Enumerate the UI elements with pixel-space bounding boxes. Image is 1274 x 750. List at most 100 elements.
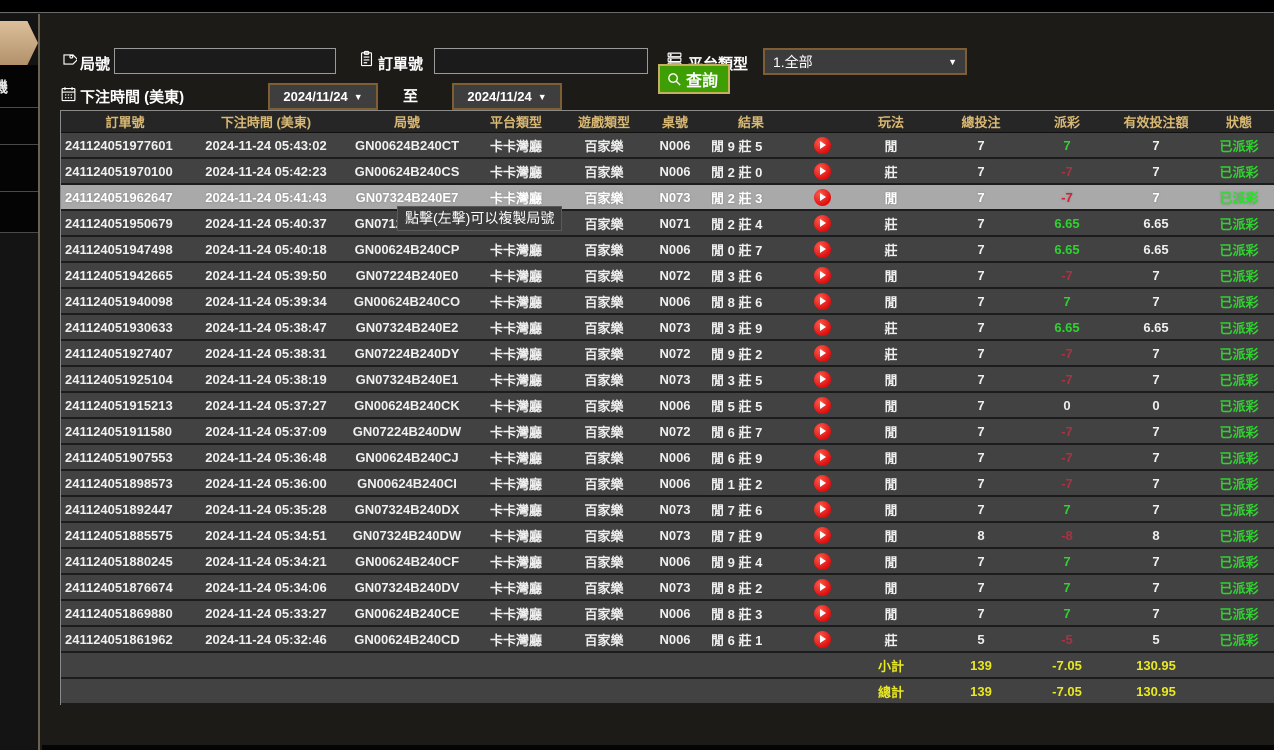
play-button[interactable] [813,370,831,388]
table-row[interactable]: 241124051898573 2024-11-24 05:36:00 GN00… [61,471,1274,497]
game-no-input[interactable] [114,48,336,74]
table-row[interactable]: 241124051861962 2024-11-24 05:32:46 GN00… [61,627,1274,653]
cell-game-no[interactable]: GN00624B240CT [343,133,471,159]
chevron-down-icon: ▼ [537,91,547,102]
cell-total-bet: 8 [937,523,1025,549]
table-row[interactable]: 241124051892447 2024-11-24 05:35:28 GN07… [61,497,1274,523]
table-row[interactable]: 241124051907553 2024-11-24 05:36:48 GN00… [61,445,1274,471]
cell-game-no[interactable]: GN00624B240CF [343,549,471,575]
platform-type-select[interactable]: 1.全部 ▼ [763,48,967,75]
table-row[interactable]: 241124051977601 2024-11-24 05:43:02 GN00… [61,133,1274,159]
clipboard-icon [358,50,375,67]
table-row[interactable]: 241124051970100 2024-11-24 05:42:23 GN00… [61,159,1274,185]
cell-game-no[interactable]: GN00624B240CO [343,289,471,315]
play-button[interactable] [813,266,831,284]
cell-status: 已派彩 [1203,159,1274,185]
table-row[interactable]: 241124051942665 2024-11-24 05:39:50 GN07… [61,263,1274,289]
cell-game-no[interactable]: GN07324B240E2 [343,315,471,341]
cell-total-bet: 7 [937,289,1025,315]
table-row[interactable]: 241124051915213 2024-11-24 05:37:27 GN00… [61,393,1274,419]
cell-play-type: 閒 [845,601,937,627]
play-button[interactable] [813,240,831,258]
header-result: 結果 [703,110,799,133]
play-button[interactable] [813,318,831,336]
cell-status: 已派彩 [1203,367,1274,393]
play-button[interactable] [813,448,831,466]
play-button[interactable] [813,526,831,544]
cell-game-no[interactable]: GN00624B240CI [343,471,471,497]
cell-total-bet: 7 [937,211,1025,237]
cell-game-no[interactable]: GN00624B240CP [343,237,471,263]
cell-platform: 卡卡灣廳 [471,237,561,263]
table-row[interactable]: 241124051962647 2024-11-24 05:41:43 GN07… [61,185,1274,211]
cell-game-no[interactable]: GN00624B240CJ [343,445,471,471]
sidebar-item[interactable] [0,145,38,192]
play-button[interactable] [813,396,831,414]
cell-replay [799,445,845,471]
play-button[interactable] [813,630,831,648]
cell-game-no[interactable]: GN00624B240CE [343,601,471,627]
table-row[interactable]: 241124051880245 2024-11-24 05:34:21 GN00… [61,549,1274,575]
sidebar-item-selected[interactable] [0,21,38,65]
cell-valid-bet: 7 [1109,601,1203,627]
table-row[interactable]: 241124051911580 2024-11-24 05:37:09 GN07… [61,419,1274,445]
play-button[interactable] [813,474,831,492]
cell-order-no: 241124051947498 [61,237,189,263]
play-button[interactable] [813,292,831,310]
cell-platform: 卡卡灣廳 [471,601,561,627]
play-button[interactable] [813,604,831,622]
play-button[interactable] [813,136,831,154]
table-row[interactable]: 241124051885575 2024-11-24 05:34:51 GN07… [61,523,1274,549]
date-to-picker[interactable]: 2024/11/24 ▼ [452,83,562,110]
table-row[interactable]: 241124051940098 2024-11-24 05:39:34 GN00… [61,289,1274,315]
sidebar-item[interactable] [0,192,38,233]
cell-result: 閒 6 莊 7 [703,419,799,445]
cell-total-bet: 7 [937,601,1025,627]
table-row[interactable]: 241124051947498 2024-11-24 05:40:18 GN00… [61,237,1274,263]
cell-valid-bet: 7 [1109,159,1203,185]
cell-status: 已派彩 [1203,601,1274,627]
play-button[interactable] [813,552,831,570]
cell-payout: -8 [1025,523,1109,549]
cell-play-type: 莊 [845,159,937,185]
cell-game-no[interactable]: GN07224B240DY [343,341,471,367]
cell-status: 已派彩 [1203,237,1274,263]
table-row[interactable]: 241124051930633 2024-11-24 05:38:47 GN07… [61,315,1274,341]
play-button[interactable] [813,162,831,180]
cell-game-no[interactable]: GN07324B240DX [343,497,471,523]
play-button[interactable] [813,188,831,206]
cell-status: 已派彩 [1203,627,1274,653]
play-button[interactable] [813,500,831,518]
table-row[interactable]: 241124051869880 2024-11-24 05:33:27 GN00… [61,601,1274,627]
cell-table-no: N006 [647,445,703,471]
sidebar-item-machine[interactable]: 機 [0,65,38,108]
table-row[interactable]: 241124051927407 2024-11-24 05:38:31 GN07… [61,341,1274,367]
cell-game-no[interactable]: GN00624B240CD [343,627,471,653]
table-row[interactable]: 241124051950679 2024-11-24 05:40:37 GN07… [61,211,1274,237]
cell-game-no[interactable]: GN07324B240DW [343,523,471,549]
cell-game-no[interactable]: GN07324B240E1 [343,367,471,393]
play-button[interactable] [813,344,831,362]
date-from-picker[interactable]: 2024/11/24 ▼ [268,83,378,110]
play-button[interactable] [813,422,831,440]
cell-game-no[interactable]: GN07224B240E0 [343,263,471,289]
table-footer: 小計 139 -7.05 130.95 總計 139 -7.05 130.95 [61,653,1274,705]
cell-game-no[interactable]: GN00624B240CK [343,393,471,419]
play-button[interactable] [813,578,831,596]
cell-order-no: 241124051970100 [61,159,189,185]
order-no-input[interactable] [434,48,648,74]
cell-valid-bet: 6.65 [1109,211,1203,237]
cell-game-type: 百家樂 [561,211,647,237]
chevron-down-icon: ▼ [353,91,363,102]
play-button[interactable] [813,214,831,232]
cell-total-bet: 7 [937,471,1025,497]
cell-game-no[interactable]: GN07324B240DV [343,575,471,601]
cell-order-no: 241124051907553 [61,445,189,471]
play-icon [820,349,826,358]
query-button[interactable]: 查詢 [658,64,731,94]
table-row[interactable]: 241124051925104 2024-11-24 05:38:19 GN07… [61,367,1274,393]
sidebar-item[interactable] [0,108,38,145]
table-row[interactable]: 241124051876674 2024-11-24 05:34:06 GN07… [61,575,1274,601]
cell-game-no[interactable]: GN07224B240DW [343,419,471,445]
cell-game-no[interactable]: GN00624B240CS [343,159,471,185]
